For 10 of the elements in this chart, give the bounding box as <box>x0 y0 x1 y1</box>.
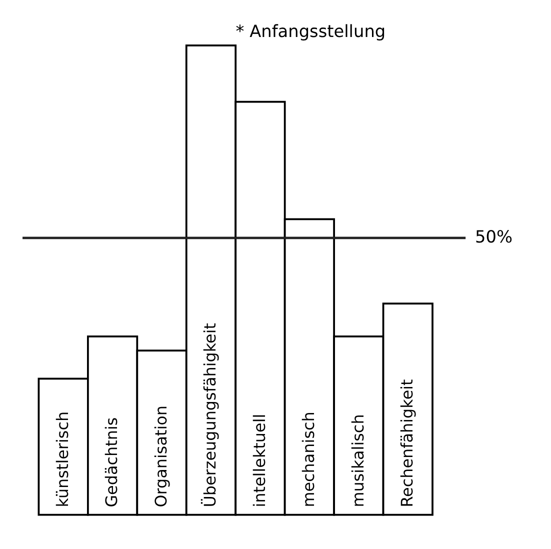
x-tick-label: Rechenfähigkeit <box>398 379 417 508</box>
x-tick-label: Überzeugungsfähigkeit <box>200 322 220 508</box>
x-tick-label: musikalisch <box>348 414 368 508</box>
x-tick-label: Gedächtnis <box>102 417 122 508</box>
x-tick-label: intellektuell <box>250 414 269 508</box>
text: 50% <box>474 226 512 247</box>
x-tick-label: künstlerisch <box>53 411 72 508</box>
x-tick-label: Organisation <box>151 405 170 508</box>
x-tick-label: mechanisch <box>299 412 318 508</box>
chart-title: * Anfangsstellung <box>236 21 386 42</box>
